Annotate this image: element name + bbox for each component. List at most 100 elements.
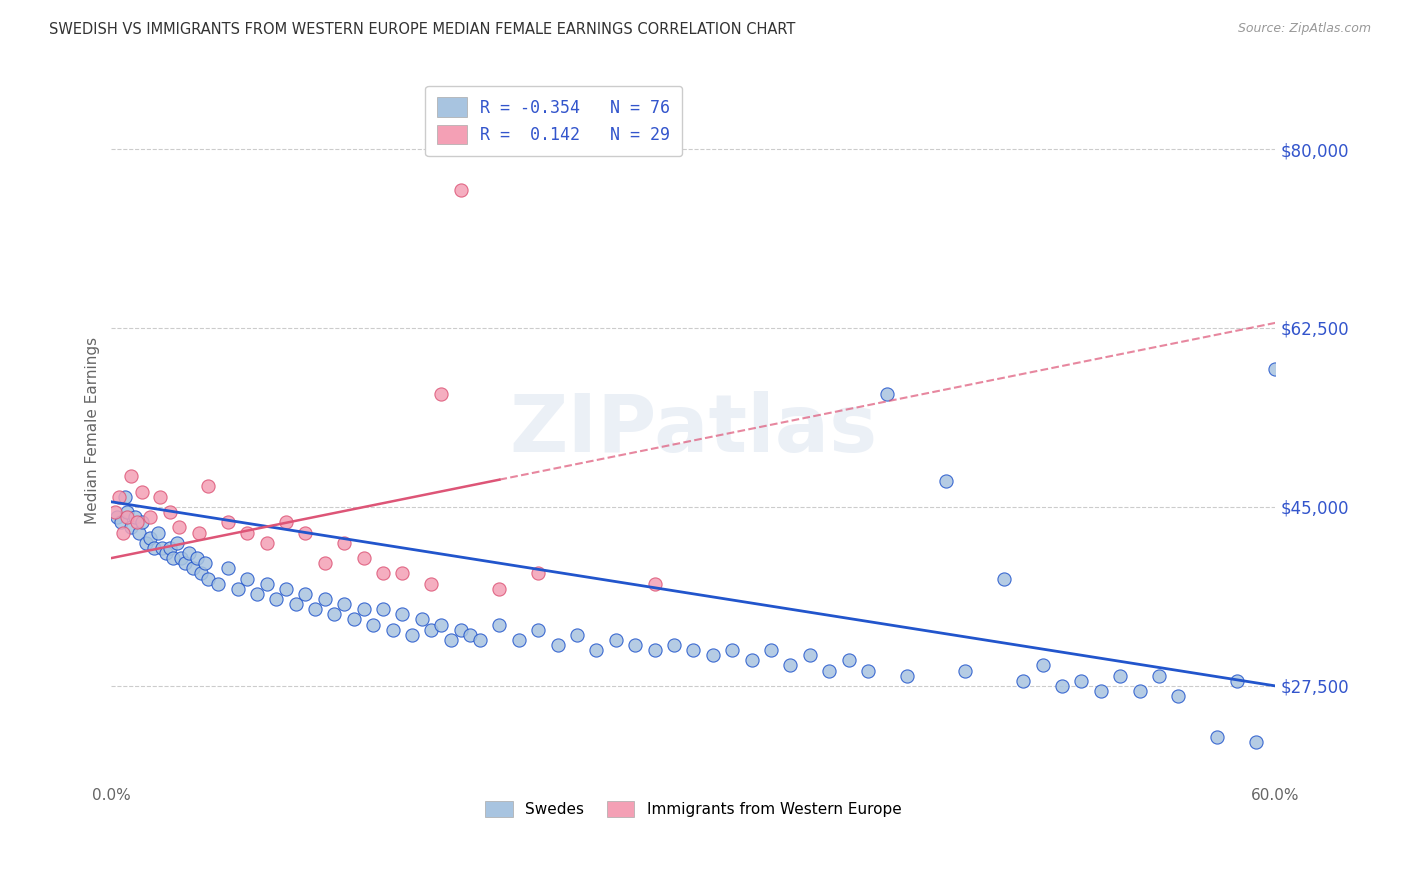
Point [139, 510, 162, 524]
Point [702, 648, 724, 663]
Point [217, 516, 239, 530]
Point [488, 617, 510, 632]
Point [1109, 668, 1132, 682]
Point [411, 612, 433, 626]
Point [197, 572, 219, 586]
Point [896, 668, 918, 682]
Point [105, 510, 128, 524]
Point [644, 576, 666, 591]
Point [135, 535, 157, 549]
Point [401, 628, 423, 642]
Point [266, 591, 288, 606]
Point [304, 602, 326, 616]
Point [682, 643, 704, 657]
Point [187, 525, 209, 540]
Point [605, 632, 627, 647]
Point [488, 582, 510, 596]
Point [146, 525, 169, 540]
Text: Source: ZipAtlas.com: Source: ZipAtlas.com [1237, 22, 1371, 36]
Point [256, 535, 278, 549]
Point [508, 632, 530, 647]
Point [838, 653, 860, 667]
Point [1070, 673, 1092, 688]
Legend: Swedes, Immigrants from Western Europe: Swedes, Immigrants from Western Europe [478, 794, 910, 825]
Point [759, 643, 782, 657]
Point [527, 566, 550, 581]
Point [124, 510, 146, 524]
Point [363, 617, 385, 632]
Point [1147, 668, 1170, 682]
Point [120, 469, 142, 483]
Point [547, 638, 569, 652]
Point [799, 648, 821, 663]
Point [207, 576, 229, 591]
Point [391, 566, 413, 581]
Point [343, 612, 366, 626]
Point [1206, 730, 1229, 744]
Text: ZIPatlas: ZIPatlas [509, 392, 877, 469]
Point [166, 535, 188, 549]
Point [159, 541, 181, 555]
Point [217, 561, 239, 575]
Point [110, 516, 132, 530]
Point [114, 490, 136, 504]
Point [440, 632, 463, 647]
Point [468, 632, 491, 647]
Point [190, 566, 212, 581]
Point [565, 628, 588, 642]
Point [162, 551, 184, 566]
Point [1244, 735, 1267, 749]
Point [128, 525, 150, 540]
Point [1032, 658, 1054, 673]
Point [353, 602, 375, 616]
Point [420, 623, 443, 637]
Point [226, 582, 249, 596]
Point [953, 664, 976, 678]
Point [186, 551, 208, 566]
Point [450, 623, 472, 637]
Point [323, 607, 346, 622]
Point [274, 516, 297, 530]
Point [741, 653, 763, 667]
Point [1225, 673, 1247, 688]
Point [143, 541, 166, 555]
Point [381, 623, 404, 637]
Point [193, 556, 215, 570]
Point [181, 561, 204, 575]
Point [391, 607, 413, 622]
Point [131, 516, 153, 530]
Point [993, 572, 1015, 586]
Point [246, 587, 269, 601]
Point [935, 475, 957, 489]
Point [170, 551, 193, 566]
Point [159, 505, 181, 519]
Text: SWEDISH VS IMMIGRANTS FROM WESTERN EUROPE MEDIAN FEMALE EARNINGS CORRELATION CHA: SWEDISH VS IMMIGRANTS FROM WESTERN EUROP… [49, 22, 796, 37]
Point [624, 638, 647, 652]
Point [139, 531, 162, 545]
Point [430, 617, 453, 632]
Point [155, 546, 177, 560]
Point [1128, 684, 1150, 698]
Point [150, 541, 173, 555]
Point [125, 516, 148, 530]
Point [458, 628, 481, 642]
Point [644, 643, 666, 657]
Point [236, 572, 259, 586]
Point [450, 183, 472, 197]
Point [333, 597, 356, 611]
Point [353, 551, 375, 566]
Point [314, 591, 336, 606]
Point [333, 535, 356, 549]
Point [721, 643, 744, 657]
Point [856, 664, 879, 678]
Point [662, 638, 685, 652]
Point [430, 387, 453, 401]
Point [1050, 679, 1073, 693]
Point [371, 602, 394, 616]
Point [115, 510, 138, 524]
Point [131, 484, 153, 499]
Point [371, 566, 394, 581]
Point [779, 658, 801, 673]
Point [112, 525, 135, 540]
Y-axis label: Median Female Earnings: Median Female Earnings [86, 336, 100, 524]
